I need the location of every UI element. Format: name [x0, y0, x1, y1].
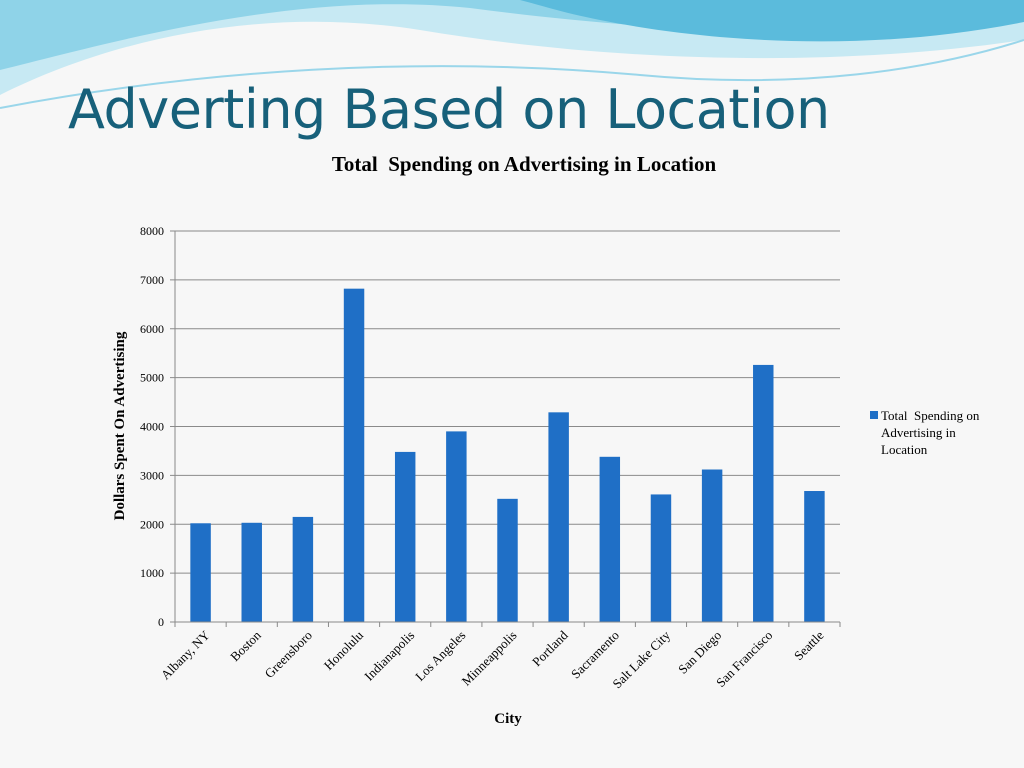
bar — [343, 288, 365, 622]
wave-line — [0, 39, 1024, 109]
bar — [753, 364, 774, 622]
legend-line-2: Advertising in — [881, 425, 956, 440]
legend: Total Spending on Advertising in Locatio… — [870, 408, 1009, 457]
y-tick-label: 8000 — [140, 224, 164, 238]
bar — [190, 523, 211, 622]
bar — [241, 522, 262, 622]
x-tick-label: Indianapolis — [361, 628, 417, 684]
bar — [497, 498, 518, 622]
x-tick-label: Honolulu — [321, 627, 367, 673]
x-tick-label: Seattle — [791, 627, 827, 663]
bars — [190, 288, 825, 622]
bar — [292, 516, 314, 622]
x-tick-label: San Diego — [675, 628, 724, 677]
y-tick-label: 4000 — [140, 420, 164, 434]
x-tick-label: Minneappolis — [458, 628, 519, 689]
y-tick-label: 1000 — [140, 566, 164, 580]
bar — [650, 494, 672, 622]
y-tick-label: 5000 — [140, 371, 164, 385]
bar — [394, 451, 416, 622]
bar — [804, 491, 825, 622]
bar — [599, 456, 621, 622]
bar — [446, 431, 467, 622]
legend-label: Total Spending on Advertising in Locatio… — [881, 408, 1009, 457]
legend-line-1: Total Spending on — [881, 408, 980, 423]
y-tick-label: 7000 — [140, 273, 164, 287]
x-tick-label: Boston — [227, 627, 264, 664]
axes — [174, 231, 841, 627]
y-tick-label: 3000 — [140, 468, 164, 482]
x-tick-label: Greensboro — [262, 628, 315, 681]
legend-line-3: Location — [881, 442, 928, 457]
wave-dark — [520, 0, 1024, 42]
x-tick-label: Albany, NY — [158, 627, 213, 682]
x-axis-title: City — [494, 711, 522, 727]
y-tick-label: 0 — [158, 615, 164, 629]
slide-title: Adverting Based on Location — [68, 78, 830, 141]
y-axis-title: Dollars Spent On Advertising — [112, 331, 128, 520]
legend-swatch — [870, 411, 878, 419]
bar — [548, 412, 569, 622]
chart-title: Total Spending on Advertising in Locatio… — [332, 152, 717, 176]
header-wave-decoration — [0, 0, 1024, 109]
x-tick-label: Sacramento — [568, 628, 622, 682]
y-tick-label: 6000 — [140, 322, 164, 336]
y-tick-label: 2000 — [140, 517, 164, 531]
bar — [701, 469, 723, 622]
y-tick-labels: 0 1000 2000 3000 4000 5000 6000 7000 8000 — [140, 224, 164, 629]
gridlines — [170, 230, 840, 623]
x-tick-label: Portland — [529, 627, 571, 669]
